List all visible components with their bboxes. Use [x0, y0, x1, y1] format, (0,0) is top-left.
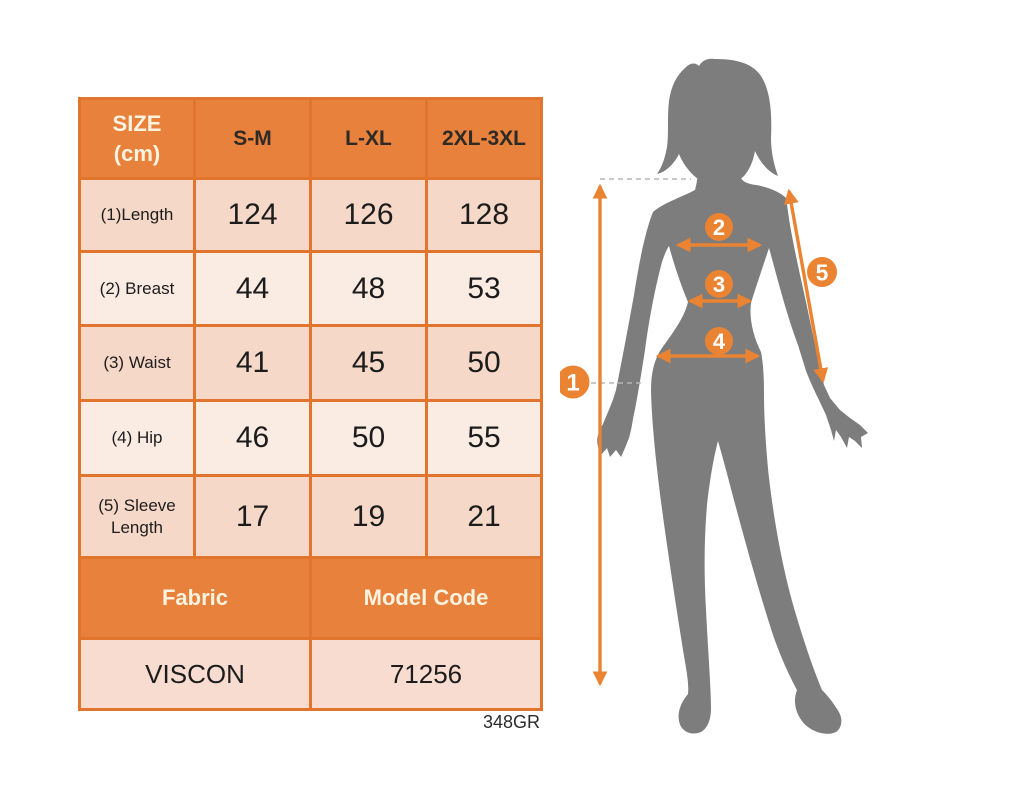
row-label-waist: (3) Waist — [78, 324, 196, 402]
length-value-lxl: 126 — [309, 177, 428, 253]
badge-3: 3 — [705, 270, 733, 298]
badge-1-circle — [560, 365, 590, 399]
size-cm-header-label: SIZE (cm) — [112, 110, 162, 166]
waist-value-sm: 41 — [193, 324, 312, 402]
row-label-hip: (4) Hip — [78, 399, 196, 477]
badge-2-circle — [705, 213, 733, 241]
length-value-2xl3xl: 128 — [425, 177, 543, 253]
badge-5-number: 5 — [816, 259, 829, 285]
model-code-header: Model Code — [309, 556, 543, 640]
measurement-diagram: 1 2 3 4 5 — [560, 58, 868, 734]
sleeve-value-sm: 17 — [193, 474, 312, 559]
badge-3-circle — [705, 270, 733, 298]
sleeve-arrow — [783, 188, 829, 384]
badge-2: 2 — [705, 213, 733, 241]
row-label-breast: (2) Breast — [78, 250, 196, 327]
length-value-sm: 124 — [193, 177, 312, 253]
breast-value-sm: 44 — [193, 250, 312, 327]
badge-4: 4 — [705, 327, 733, 355]
table-row-length: (1)Length 124 126 128 — [78, 177, 543, 253]
hip-value-lxl: 50 — [309, 399, 428, 477]
badge-5: 5 — [807, 257, 837, 287]
badge-1-number: 1 — [566, 370, 579, 397]
breast-value-lxl: 48 — [309, 250, 428, 327]
table-row-breast: (2) Breast 44 48 53 — [78, 250, 543, 327]
size-cm-header-cell: SIZE (cm) — [78, 97, 196, 180]
figure-hair — [657, 58, 778, 185]
model-code-value: 71256 — [309, 637, 543, 711]
fabric-header: Fabric — [78, 556, 312, 640]
figure-body — [597, 162, 868, 734]
hip-value-sm: 46 — [193, 399, 312, 477]
row-label-sleeve-length: (5) Sleeve Length — [78, 474, 196, 559]
waist-value-2xl3xl: 50 — [425, 324, 543, 402]
badge-1: 1 — [560, 365, 590, 399]
table-header-row: SIZE (cm) S-M L-XL 2XL-3XL — [78, 97, 543, 180]
table-row-sleeve-length: (5) Sleeve Length 17 19 21 — [78, 474, 543, 559]
badge-2-number: 2 — [713, 215, 725, 240]
table-row-hip: (4) Hip 46 50 55 — [78, 399, 543, 477]
badge-5-circle — [807, 257, 837, 287]
sleeve-value-2xl3xl: 21 — [425, 474, 543, 559]
breast-value-2xl3xl: 53 — [425, 250, 543, 327]
row-label-length: (1)Length — [78, 177, 196, 253]
size-chart-table: SIZE (cm) S-M L-XL 2XL-3XL (1)Length 124… — [78, 97, 543, 711]
badge-3-number: 3 — [713, 272, 725, 297]
col-header-l-xl: L-XL — [309, 97, 428, 180]
table-info-header-row: Fabric Model Code — [78, 556, 543, 640]
col-header-s-m: S-M — [193, 97, 312, 180]
col-header-2xl-3xl: 2XL-3XL — [425, 97, 543, 180]
badge-4-circle — [705, 327, 733, 355]
badge-4-number: 4 — [713, 329, 726, 354]
fabric-value: VISCON — [78, 637, 312, 711]
table-info-values-row: VISCON 71256 — [78, 637, 543, 711]
hip-value-2xl3xl: 55 — [425, 399, 543, 477]
sleeve-value-lxl: 19 — [309, 474, 428, 559]
table-row-waist: (3) Waist 41 45 50 — [78, 324, 543, 402]
weight-note: 348GR — [482, 712, 540, 732]
waist-value-lxl: 45 — [309, 324, 428, 402]
